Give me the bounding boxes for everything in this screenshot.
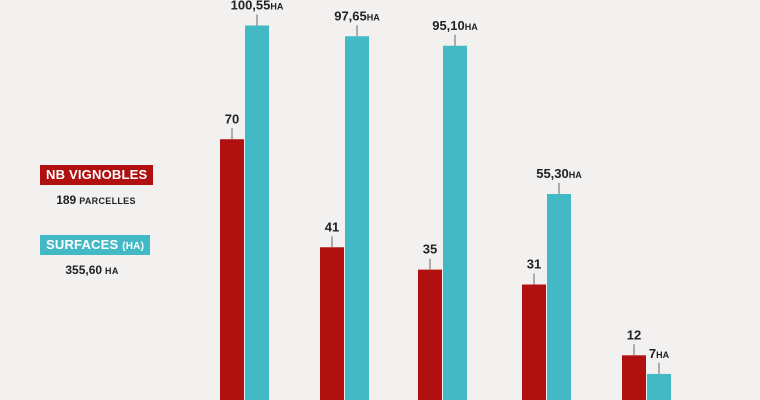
bar-series1-3 <box>418 269 442 400</box>
data-label: 35 <box>423 242 437 257</box>
bar-series2-1 <box>245 25 269 400</box>
legend-count-total-value: 189 <box>56 193 77 207</box>
data-label: 70 <box>225 111 239 126</box>
data-label: 100,55HA <box>231 0 284 12</box>
legend-count-label: NB VIGNOBLES <box>46 167 148 182</box>
bar-series1-4 <box>522 284 546 400</box>
legend-count-total: 189 PARCELLES <box>40 193 152 207</box>
legend-area-label: SURFACES <box>46 237 119 252</box>
legend: NB VIGNOBLES 189 PARCELLES SURFACES (HA) … <box>0 0 190 400</box>
data-label: 7HA <box>649 346 670 361</box>
data-label: 55,30HA <box>536 166 582 181</box>
data-label: 95,10HA <box>432 18 478 33</box>
data-label: 12 <box>627 327 641 342</box>
legend-area-unit: (HA) <box>122 241 145 252</box>
bar-series1-1 <box>220 139 244 400</box>
bar-series2-5 <box>647 373 671 400</box>
legend-area-badge: SURFACES (HA) <box>40 235 151 255</box>
legend-area-total: 355,60 HA <box>40 263 144 277</box>
bar-series2-2 <box>345 36 369 400</box>
bar-series2-4 <box>547 194 571 400</box>
legend-count-badge: NB VIGNOBLES <box>40 165 154 185</box>
bar-series2-3 <box>443 45 467 400</box>
legend-count-total-unit: PARCELLES <box>79 196 136 206</box>
bar-series1-5 <box>622 355 646 400</box>
data-label: 97,65HA <box>334 8 380 23</box>
legend-area-total-value: 355,60 <box>65 263 103 277</box>
legend-area-total-unit: HA <box>105 266 119 276</box>
bar-series1-2 <box>320 247 344 400</box>
data-label: 41 <box>325 219 339 234</box>
data-label: 31 <box>527 257 541 272</box>
